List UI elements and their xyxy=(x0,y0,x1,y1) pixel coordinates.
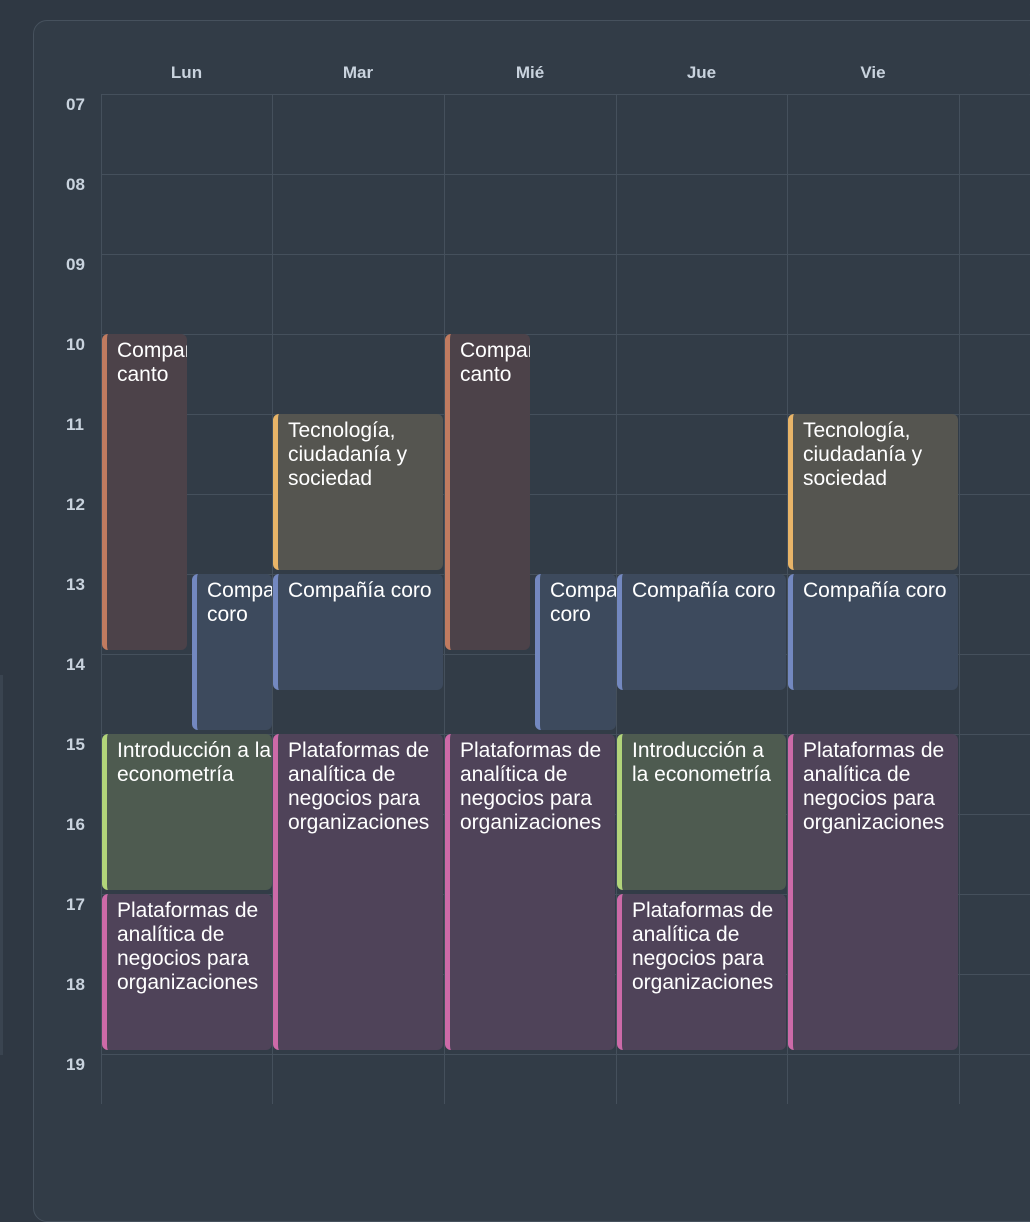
event-plataformas-analitica[interactable]: Plataformas de analítica de negocios par… xyxy=(102,894,272,1050)
event-title: Plataformas de analítica de negocios par… xyxy=(632,899,774,994)
event-introduccion-econometria[interactable]: Introducción a la econometría xyxy=(102,734,272,890)
event-introduccion-econometria[interactable]: Introducción a la econometría xyxy=(617,734,786,890)
event-title: Tecnología, ciudadanía y sociedad xyxy=(803,419,923,490)
day-header-mar: Mar xyxy=(342,63,374,82)
hour-label: 13 xyxy=(66,575,85,594)
event-title: Plataformas de analítica de negocios par… xyxy=(460,739,602,834)
event-title: Compañía canto xyxy=(117,339,187,386)
hour-label: 07 xyxy=(66,95,85,114)
day-header-jue: Jue xyxy=(686,63,717,82)
event-plataformas-analitica[interactable]: Plataformas de analítica de negocios par… xyxy=(788,734,958,1050)
event-compania-coro[interactable]: Compañía coro xyxy=(617,574,786,690)
event-title: Compañía coro xyxy=(550,579,616,626)
hour-label: 17 xyxy=(66,895,85,914)
hour-label: 09 xyxy=(66,255,85,274)
side-panel-edge xyxy=(0,675,3,1055)
event-compania-canto[interactable]: Compañía canto xyxy=(102,334,187,650)
event-title: Introducción a la econometría xyxy=(117,739,272,786)
hour-label: 19 xyxy=(66,1055,85,1074)
hour-label: 10 xyxy=(66,335,85,354)
event-tecnologia-ciudadania[interactable]: Tecnología, ciudadanía y sociedad xyxy=(273,414,443,570)
hour-label: 18 xyxy=(66,975,85,994)
event-tecnologia-ciudadania[interactable]: Tecnología, ciudadanía y sociedad xyxy=(788,414,958,570)
event-compania-coro[interactable]: Compañía coro xyxy=(788,574,958,690)
event-title: Compañía coro xyxy=(803,579,947,602)
event-title: Plataformas de analítica de negocios par… xyxy=(117,899,259,994)
event-title: Compañía coro xyxy=(207,579,272,626)
event-plataformas-analitica[interactable]: Plataformas de analítica de negocios par… xyxy=(273,734,443,1050)
event-title: Compañía coro xyxy=(632,579,776,602)
hour-label: 08 xyxy=(66,175,85,194)
event-plataformas-analitica[interactable]: Plataformas de analítica de negocios par… xyxy=(445,734,615,1050)
event-title: Compañía canto xyxy=(460,339,530,386)
day-header-mie: Mié xyxy=(515,63,545,82)
day-header-lun: Lun xyxy=(170,63,203,82)
day-header-sab: Sáb xyxy=(959,62,1030,84)
event-title: Compañía coro xyxy=(288,579,432,602)
hour-label: 15 xyxy=(66,735,85,754)
event-compania-coro[interactable]: Compañía coro xyxy=(535,574,616,730)
event-title: Plataformas de analítica de negocios par… xyxy=(288,739,430,834)
day-header-vie: Vie xyxy=(860,63,886,82)
event-title: Plataformas de analítica de negocios par… xyxy=(803,739,945,834)
hour-label: 11 xyxy=(66,415,84,434)
hour-label: 16 xyxy=(66,815,85,834)
hour-label: 12 xyxy=(66,495,85,514)
event-title: Introducción a la econometría xyxy=(632,739,771,786)
hour-label: 14 xyxy=(66,655,85,674)
event-compania-coro[interactable]: Compañía coro xyxy=(273,574,443,690)
event-compania-canto[interactable]: Compañía canto xyxy=(445,334,530,650)
event-plataformas-analitica[interactable]: Plataformas de analítica de negocios par… xyxy=(617,894,786,1050)
event-compania-coro[interactable]: Compañía coro xyxy=(192,574,272,730)
event-title: Tecnología, ciudadanía y sociedad xyxy=(288,419,408,490)
